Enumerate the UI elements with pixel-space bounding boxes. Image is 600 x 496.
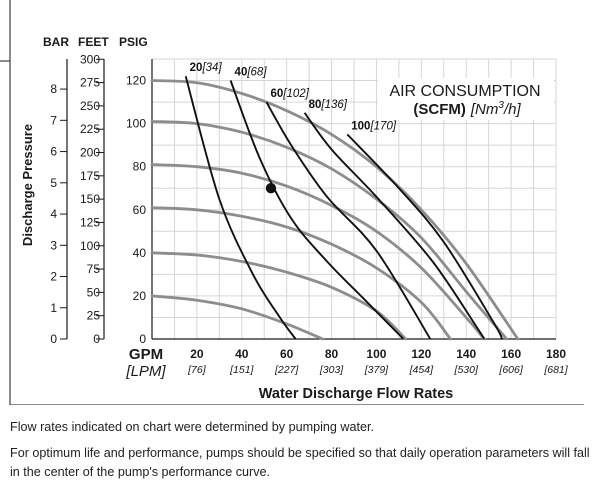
air-label-scfm: 20 xyxy=(190,62,203,74)
bar-tick-label: 2 xyxy=(50,270,57,284)
air-curve-label-20: 20[34] xyxy=(190,62,223,74)
psig-tick-label: 80 xyxy=(133,160,147,174)
performance-chart: BAR FEET PSIG Discharge Pressure 20[34] 4… xyxy=(0,0,584,406)
air-consumption-labels: 20[34] 40[68]60[102]80[136]100[170] xyxy=(190,62,397,132)
pressure-curve-60-psig xyxy=(150,206,452,341)
feet-tick-label: 25 xyxy=(87,309,101,323)
air-label-scfm: 60 xyxy=(270,88,283,100)
lpm-tick-label: [227] xyxy=(274,364,299,376)
feet-tick-label: 0 xyxy=(93,332,100,346)
gpm-tick-label: 120 xyxy=(411,347,431,361)
air-label-nm3h: [34] xyxy=(201,62,222,74)
bar-tick-label: 3 xyxy=(50,238,57,252)
gpm-tick-label: 180 xyxy=(546,347,566,361)
air-curve-100-scfm xyxy=(346,133,503,340)
lpm-tick-label: [151] xyxy=(229,364,254,376)
air-label-scfm: 80 xyxy=(309,99,322,111)
psig-tick-label: 20 xyxy=(133,289,147,303)
air-label-scfm: 100 xyxy=(351,120,370,132)
feet-tick-label: 100 xyxy=(80,239,100,253)
feet-tick-label: 125 xyxy=(80,215,100,229)
lpm-tick-label: [681] xyxy=(543,364,568,376)
feet-tick-label: 175 xyxy=(80,169,100,183)
gpm-tick-label: 160 xyxy=(501,347,521,361)
gpm-tick-label: 100 xyxy=(366,347,386,361)
air-consumption-curves xyxy=(184,75,503,340)
feet-tick-label: 275 xyxy=(80,76,100,90)
feet-tick-label: 150 xyxy=(80,192,100,206)
lpm-tick-label: [606] xyxy=(498,364,523,376)
air-label-nm3h: [170] xyxy=(369,120,396,132)
gpm-tick-label: 60 xyxy=(280,347,294,361)
lpm-tick-label: [530] xyxy=(454,364,479,376)
psig-tick-label: 120 xyxy=(126,74,146,88)
gpm-tick-label: 20 xyxy=(190,347,204,361)
air-curve-60-scfm xyxy=(265,101,432,340)
note-optimum-life: For optimum life and performance, pumps … xyxy=(10,446,590,479)
nm3h-unit-sup: 3 xyxy=(498,100,504,111)
lpm-tick-label: [379] xyxy=(364,364,389,376)
performance-chart-svg: BAR FEET PSIG Discharge Pressure 20[34] 4… xyxy=(0,0,584,406)
bar-tick-label: 4 xyxy=(50,207,57,221)
lpm-tick-label: [76] xyxy=(187,364,207,376)
feet-tick-label: 200 xyxy=(80,146,100,160)
air-curve-label-80: 80[136] xyxy=(309,99,348,111)
psig-tick-label: 0 xyxy=(139,332,146,346)
air-label-nm3h: [136] xyxy=(320,99,347,111)
psig-tick-label: 60 xyxy=(133,203,147,217)
psig-tick-label: 100 xyxy=(126,117,146,131)
gpm-tick-label: 80 xyxy=(325,347,339,361)
feet-axis-header: FEET xyxy=(78,35,109,49)
feet-tick-label: 300 xyxy=(80,52,100,66)
lpm-tick-label: [303] xyxy=(319,364,344,376)
air-consumption-title-bg xyxy=(378,78,554,120)
gpm-tick-label: 140 xyxy=(456,347,476,361)
air-label-nm3h: [102] xyxy=(282,88,309,100)
nm3h-unit-prefix: [Nm xyxy=(470,101,499,118)
bar-axis-header: BAR xyxy=(43,35,69,49)
bar-tick-label: 8 xyxy=(50,82,57,96)
feet-tick-label: 225 xyxy=(80,122,100,136)
bar-tick-label: 5 xyxy=(50,176,57,190)
bar-tick-label: 6 xyxy=(50,145,57,159)
x-unit-lpm: [LPM] xyxy=(125,363,166,380)
feet-tick-label: 75 xyxy=(87,262,101,276)
feet-tick-label: 50 xyxy=(87,285,101,299)
x-axis-title: Water Discharge Flow Rates xyxy=(259,386,453,402)
air-curve-label-60: 60[102] xyxy=(270,88,309,100)
y-axis-title: Discharge Pressure xyxy=(20,124,35,246)
gpm-tick-label: 40 xyxy=(235,347,249,361)
psig-tick-label: 40 xyxy=(133,246,147,260)
note-water-testing: Flow rates indicated on chart were deter… xyxy=(10,420,375,434)
air-curve-20-scfm xyxy=(184,75,297,340)
pressure-curve-120-psig xyxy=(150,79,520,341)
air-label-nm3h: [68] xyxy=(246,67,267,79)
lpm-tick-label: [454] xyxy=(409,364,434,376)
air-curve-label-40: 40[68] xyxy=(235,67,268,79)
air-curve-40-scfm xyxy=(229,80,405,340)
scfm-unit: (SCFM) xyxy=(413,101,466,118)
bar-tick-label: 0 xyxy=(50,332,57,346)
psig-axis-header: PSIG xyxy=(119,35,148,49)
nm3h-unit-suffix: /h] xyxy=(503,101,522,118)
pressure-curve-100-psig xyxy=(150,120,508,341)
operating-point-marker xyxy=(265,183,277,194)
air-consumption-units: (SCFM) [Nm3/h] xyxy=(413,100,521,118)
air-curve-80-scfm xyxy=(303,112,486,340)
air-label-scfm: 40 xyxy=(235,67,248,79)
bar-tick-label: 7 xyxy=(50,113,57,127)
axis-ticks: 0204060801001200255075100125150175200225… xyxy=(50,52,568,376)
air-curve-label-100: 100[170] xyxy=(351,120,397,132)
bar-tick-label: 1 xyxy=(50,301,57,315)
pressure-curve-20-psig xyxy=(150,294,324,341)
x-unit-gpm: GPM xyxy=(129,346,163,363)
feet-tick-label: 250 xyxy=(80,99,100,113)
air-consumption-title: AIR CONSUMPTION xyxy=(389,83,540,100)
